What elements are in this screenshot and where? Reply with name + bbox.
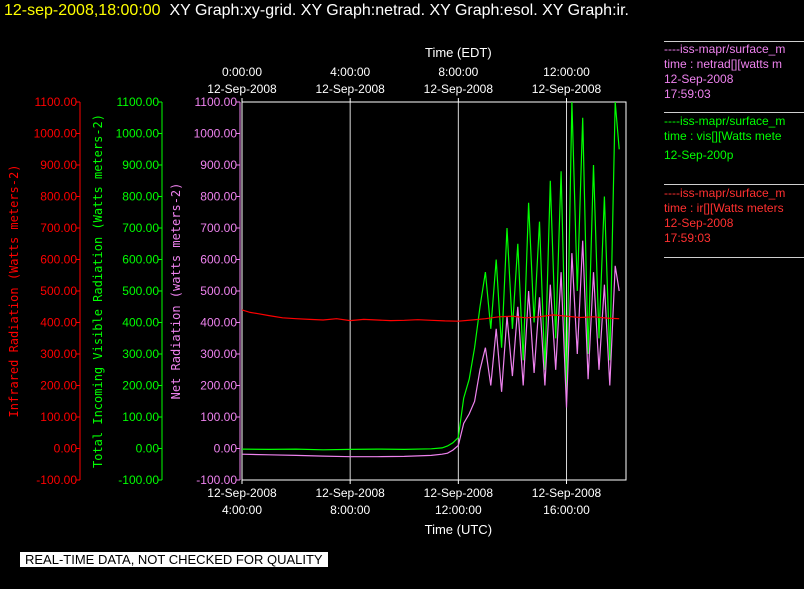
y-axis-tick-label: 900.00 [122, 158, 159, 172]
y-axis-tick-label: 1000.00 [116, 127, 160, 141]
y-axis-tick-label: 800.00 [40, 190, 77, 204]
legend-time: 17:59:03 [664, 231, 711, 245]
y-axis-tick-label: -100.00 [196, 473, 237, 487]
legend-source: ----iss-mapr/surface_m [664, 186, 786, 200]
y-axis-tick-label: 100.00 [200, 410, 237, 424]
y-axis-tick-label: 100.00 [122, 410, 159, 424]
y-axis-tick-label: 700.00 [200, 221, 237, 235]
bottom-axis-tick-label-date: 12-Sep-2008 [207, 486, 277, 500]
plot-frame [241, 101, 627, 481]
y-axis-tick-label: 1000.00 [194, 127, 238, 141]
bottom-axis-tick-label-time: 12:00:00 [435, 503, 482, 517]
bottom-axis-tick-label-time: 8:00:00 [330, 503, 370, 517]
y-axis-tick-label: 600.00 [122, 253, 159, 267]
y-axis-tick-label: 500.00 [122, 284, 159, 298]
top-axis-tick-label-date: 12-Sep-2008 [424, 82, 494, 96]
bottom-axis-title: Time (UTC) [425, 522, 492, 537]
bottom-axis-tick-label-time: 16:00:00 [543, 503, 590, 517]
legend-date: 12-Sep-200p [664, 148, 734, 162]
bottom-axis-tick-label-date: 12-Sep-2008 [315, 486, 385, 500]
legend-variable: time : netrad[][watts m [664, 57, 783, 71]
y-axis-tick-label: -100.00 [36, 473, 77, 487]
legend-date: 12-Sep-2008 [664, 216, 734, 230]
legend-source: ----iss-mapr/surface_m [664, 42, 786, 56]
legend-separator [664, 184, 804, 185]
legend-variable: time : ir[][Watts meters [664, 201, 784, 215]
y-axis-tick-label: 200.00 [200, 379, 237, 393]
series-line-0 [242, 102, 620, 451]
y-axis-tick-label: 700.00 [40, 221, 77, 235]
top-axis-tick-label-time: 4:00:00 [330, 65, 370, 79]
legend-entry-netrad: ----iss-mapr/surface_m time : netrad[][w… [664, 42, 804, 102]
legend-separator [664, 41, 804, 42]
y-axis-tick-label: 100.00 [40, 410, 77, 424]
top-axis-tick-label-date: 12-Sep-2008 [532, 82, 602, 96]
quality-disclaimer: REAL-TIME DATA, NOT CHECKED FOR QUALITY [20, 552, 328, 567]
y-axis-tick-label: 800.00 [122, 190, 159, 204]
y-axis-tick-label: 300.00 [200, 347, 237, 361]
legend-variable: time : vis[][Watts mete [664, 129, 782, 143]
title-datetime: 12-sep-2008,18:00:00 [4, 2, 161, 19]
bottom-axis-tick-label-time: 4:00:00 [222, 503, 262, 517]
legend-time: 17:59:03 [664, 87, 711, 101]
series-line-2 [242, 309, 620, 322]
title-graph-list: XY Graph:xy-grid. XY Graph:netrad. XY Gr… [169, 2, 629, 19]
bottom-axis-tick-label-date: 12-Sep-2008 [424, 486, 494, 500]
y-axis-tick-label: 600.00 [40, 253, 77, 267]
y-axis-tick-label: 1000.00 [34, 127, 78, 141]
y-axis-tick-label: -100.00 [118, 473, 159, 487]
legend-separator [664, 257, 804, 258]
top-axis-tick-label-date: 12-Sep-2008 [315, 82, 385, 96]
y-axis-tick-label: 1100.00 [195, 95, 238, 109]
top-axis-title: Time (EDT) [425, 45, 492, 60]
legend-source: ----iss-mapr/surface_m [664, 114, 786, 128]
y-axis-tick-label: 0.00 [54, 442, 78, 456]
y-axis-tick-label: 300.00 [122, 347, 159, 361]
legend-date: 12-Sep-2008 [664, 72, 734, 86]
chart-title-bar: 12-sep-2008,18:00:00 XY Graph:xy-grid. X… [4, 2, 629, 20]
y-axis-tick-label: 0.00 [136, 442, 160, 456]
legend-entry-ir: ----iss-mapr/surface_m time : ir[][Watts… [664, 186, 804, 246]
series-line-1 [242, 240, 620, 458]
y-axis-tick-label: 900.00 [200, 158, 237, 172]
y-axis-title: Net Radiation (watts meters-2) [169, 183, 183, 400]
y-axis-title: Infrared Radiation (Watts meters-2) [7, 165, 21, 418]
y-axis-tick-label: 900.00 [40, 158, 77, 172]
y-axis-tick-label: 400.00 [40, 316, 77, 330]
legend-separator [664, 112, 804, 113]
y-axis-tick-label: 1100.00 [35, 95, 78, 109]
bottom-axis-tick-label-date: 12-Sep-2008 [532, 486, 602, 500]
y-axis-tick-label: 500.00 [200, 284, 237, 298]
legend-entry-vis: ----iss-mapr/surface_m time : vis[][Watt… [664, 114, 804, 163]
y-axis-tick-label: 200.00 [122, 379, 159, 393]
y-axis-tick-label: 500.00 [40, 284, 77, 298]
y-axis-tick-label: 200.00 [40, 379, 77, 393]
y-axis-tick-label: 400.00 [200, 316, 237, 330]
top-axis-tick-label-time: 12:00:00 [543, 65, 590, 79]
y-axis-tick-label: 700.00 [122, 221, 159, 235]
y-axis-tick-label: 400.00 [122, 316, 159, 330]
top-axis-tick-label-date: 12-Sep-2008 [207, 82, 277, 96]
top-axis-tick-label-time: 8:00:00 [438, 65, 478, 79]
y-axis-tick-label: 800.00 [200, 190, 237, 204]
y-axis-tick-label: 300.00 [40, 347, 77, 361]
y-axis-tick-label: 0.00 [214, 442, 238, 456]
y-axis-tick-label: 1100.00 [117, 95, 160, 109]
top-axis-tick-label-time: 0:00:00 [222, 65, 262, 79]
y-axis-tick-label: 600.00 [200, 253, 237, 267]
y-axis-title: Total Incoming Visible Radiation (Watts … [91, 114, 105, 468]
